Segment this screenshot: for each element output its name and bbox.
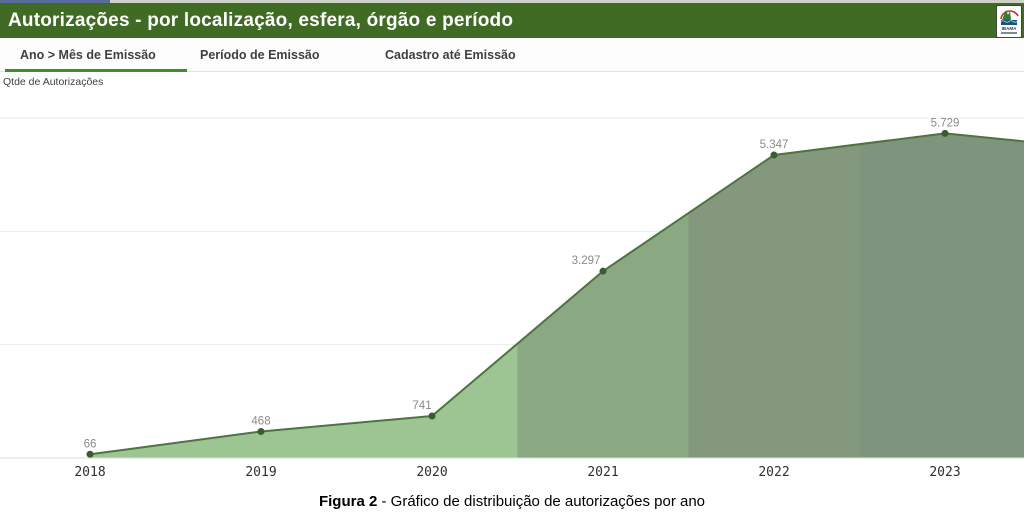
active-tab-underline bbox=[5, 69, 187, 72]
data-point-dot[interactable] bbox=[941, 129, 949, 137]
figure-caption: Figura 2 - Gráfico de distribuição de au… bbox=[0, 493, 1024, 510]
authorizations-area-chart: 66 2018 468 2019 741 2020 3.297 2021 5.347 2022 5.… bbox=[0, 117, 1024, 480]
data-point-label: 66 bbox=[84, 438, 97, 450]
page-title: Autorizações - por localização, esfera, … bbox=[8, 9, 514, 31]
chart-header: Autorizações - por localização, esfera, … bbox=[0, 3, 1024, 38]
figure-caption-number: Figura 2 bbox=[318, 493, 378, 510]
x-axis-tick-label[interactable]: 2021 bbox=[587, 465, 618, 480]
x-axis-tick-label[interactable]: 2020 bbox=[416, 465, 447, 480]
data-point-label: 5.729 bbox=[931, 117, 960, 129]
measure-label: Qtde de Autorizações bbox=[3, 76, 104, 88]
data-point-label: 3.297 bbox=[572, 255, 601, 267]
data-point-dot[interactable] bbox=[599, 267, 607, 275]
tab-cadastro-ate-emissao[interactable]: Cadastro até Emissão bbox=[385, 48, 516, 62]
svg-text:IBAMA: IBAMA bbox=[1002, 26, 1017, 31]
top-strip-accent bbox=[0, 0, 110, 3]
data-point-dot[interactable] bbox=[428, 412, 436, 420]
data-point-dot[interactable] bbox=[770, 151, 778, 159]
data-point-dot[interactable] bbox=[257, 427, 265, 435]
figure-caption-text: - Gráfico de distribuição de autorizaçõe… bbox=[377, 493, 706, 510]
area-band bbox=[859, 133, 1024, 458]
top-strip bbox=[0, 0, 1024, 3]
tab-bar: Ano > Mês de Emissão Período de Emissão … bbox=[0, 38, 1024, 72]
x-axis-tick-label[interactable]: 2023 bbox=[929, 465, 960, 480]
ibama-logo: IBAMA bbox=[996, 5, 1022, 38]
data-point-label: 5.347 bbox=[760, 139, 789, 151]
x-axis-tick-label[interactable]: 2019 bbox=[245, 465, 276, 480]
tab-ano-mes-emissao[interactable]: Ano > Mês de Emissão bbox=[20, 48, 156, 62]
data-point-dot[interactable] bbox=[86, 450, 94, 458]
ibama-logo-emblem: IBAMA bbox=[1000, 10, 1019, 34]
data-point-label: 741 bbox=[412, 400, 431, 412]
data-point-label: 468 bbox=[251, 415, 270, 427]
area-band bbox=[90, 133, 518, 458]
tab-periodo-emissao[interactable]: Período de Emissão bbox=[200, 48, 320, 62]
chart-area: 66 2018 468 2019 741 2020 3.297 2021 5.347 2022 5.… bbox=[0, 88, 1024, 480]
x-axis-tick-label[interactable]: 2018 bbox=[74, 465, 105, 480]
x-axis-tick-label[interactable]: 2022 bbox=[758, 465, 789, 480]
